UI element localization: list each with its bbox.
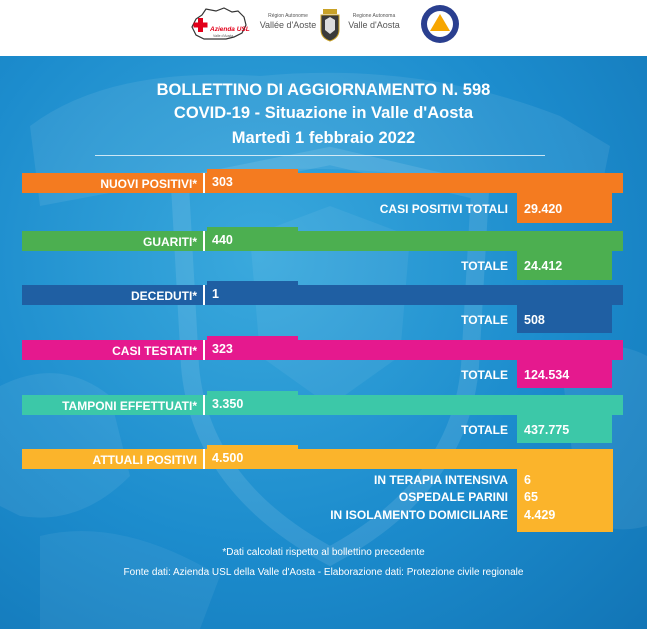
logo-header: Azienda USL Valle d'Aosta Région Autonom… bbox=[0, 0, 647, 56]
tamponi-label: TAMPONI EFFETTUATI* bbox=[62, 399, 197, 413]
bulletin-title: BOLLETTINO DI AGGIORNAMENTO N. 598 bbox=[156, 81, 491, 99]
nuovi-total-box bbox=[517, 193, 612, 223]
attuali-details-box bbox=[517, 469, 613, 532]
asl-logo: Azienda USL Valle d'Aosta bbox=[188, 5, 250, 45]
testati-total-label: TOTALE bbox=[461, 368, 508, 382]
testati-value-box bbox=[207, 336, 298, 360]
detail-terapia-label: IN TERAPIA INTENSIVA bbox=[373, 473, 508, 487]
asl-logo-text: Azienda USL bbox=[210, 26, 250, 33]
region-logo: Région Autonome Vallée d'Aoste Regione A… bbox=[258, 8, 404, 44]
attuali-value: 4.500 bbox=[212, 451, 244, 465]
guariti-value: 440 bbox=[212, 233, 233, 247]
nuovi-total-label: CASI POSITIVI TOTALI bbox=[379, 202, 508, 216]
testati-bar-top bbox=[22, 340, 623, 360]
testati-total-box bbox=[517, 360, 612, 388]
region-text-right-top: Regione Autonoma bbox=[352, 13, 396, 19]
protezione-civile-logo bbox=[419, 3, 461, 45]
title-divider bbox=[95, 155, 545, 156]
deceduti-value-box bbox=[207, 281, 298, 305]
tamponi-separator bbox=[203, 395, 205, 415]
deceduti-label: DECEDUTI* bbox=[130, 289, 197, 303]
bulletin-date: Martedì 1 febbraio 2022 bbox=[231, 129, 416, 147]
civil-protection-icon bbox=[421, 5, 459, 43]
guariti-label: GUARITI* bbox=[143, 235, 197, 249]
detail-isolamento-value: 4.429 bbox=[524, 508, 556, 522]
nuovi-total-value: 29.420 bbox=[524, 202, 563, 216]
tamponi-value: 3.350 bbox=[212, 397, 244, 411]
bulletin-subtitle: COVID-19 - Situazione in Valle d'Aosta bbox=[173, 104, 474, 122]
attuali-bar-top bbox=[22, 449, 613, 469]
attuali-value-box bbox=[207, 445, 298, 469]
deceduti-bar-top bbox=[22, 285, 623, 305]
deceduti-value: 1 bbox=[212, 287, 219, 301]
tamponi-total-label: TOTALE bbox=[461, 423, 508, 437]
guariti-total-label: TOTALE bbox=[461, 259, 508, 273]
source-note: Fonte dati: Azienda USL della Valle d'Ao… bbox=[123, 567, 524, 578]
asl-logo-sub: Valle d'Aosta bbox=[213, 34, 234, 38]
detail-isolamento-label: IN ISOLAMENTO DOMICILIARE bbox=[330, 508, 508, 522]
testati-total-value: 124.534 bbox=[524, 368, 570, 382]
footnote: *Dati calcolati rispetto al bollettino p… bbox=[222, 547, 425, 558]
testati-value: 323 bbox=[212, 342, 233, 356]
asl-map-icon bbox=[191, 7, 247, 40]
nuovi-value-box bbox=[207, 169, 298, 193]
guariti-total-box bbox=[517, 251, 612, 280]
tamponi-total-value: 437.775 bbox=[524, 423, 570, 437]
nuovi-label: NUOVI POSITIVI* bbox=[100, 177, 197, 191]
detail-ospedale-label: OSPEDALE PARINI bbox=[398, 490, 508, 504]
region-text-left-main: Vallée d'Aoste bbox=[259, 20, 317, 30]
detail-terapia-value: 6 bbox=[524, 473, 531, 487]
testati-separator bbox=[203, 340, 205, 360]
deceduti-total-box bbox=[517, 305, 612, 333]
tamponi-value-box bbox=[207, 391, 298, 415]
attuali-separator bbox=[203, 449, 205, 469]
region-text-right-main: Valle d'Aosta bbox=[348, 20, 400, 30]
nuovi-separator bbox=[203, 173, 205, 193]
guariti-value-box bbox=[207, 227, 298, 251]
guariti-bar-top bbox=[22, 231, 623, 251]
testati-label: CASI TESTATI* bbox=[112, 344, 197, 358]
region-text-left-top: Région Autonome bbox=[268, 13, 308, 19]
nuovi-bar-top bbox=[22, 173, 623, 193]
deceduti-total-value: 508 bbox=[524, 313, 545, 327]
nuovi-value: 303 bbox=[212, 175, 233, 189]
deceduti-total-label: TOTALE bbox=[461, 313, 508, 327]
tamponi-bar-top bbox=[22, 395, 623, 415]
deceduti-separator bbox=[203, 285, 205, 305]
guariti-separator bbox=[203, 231, 205, 251]
infographic-panel: BOLLETTINO DI AGGIORNAMENTO N. 598 COVID… bbox=[0, 56, 647, 629]
region-shield-icon bbox=[320, 9, 340, 42]
tamponi-total-box bbox=[517, 415, 612, 443]
guariti-total-value: 24.412 bbox=[524, 259, 563, 273]
detail-ospedale-value: 65 bbox=[524, 490, 538, 504]
attuali-label: ATTUALI POSITIVI bbox=[92, 453, 197, 467]
